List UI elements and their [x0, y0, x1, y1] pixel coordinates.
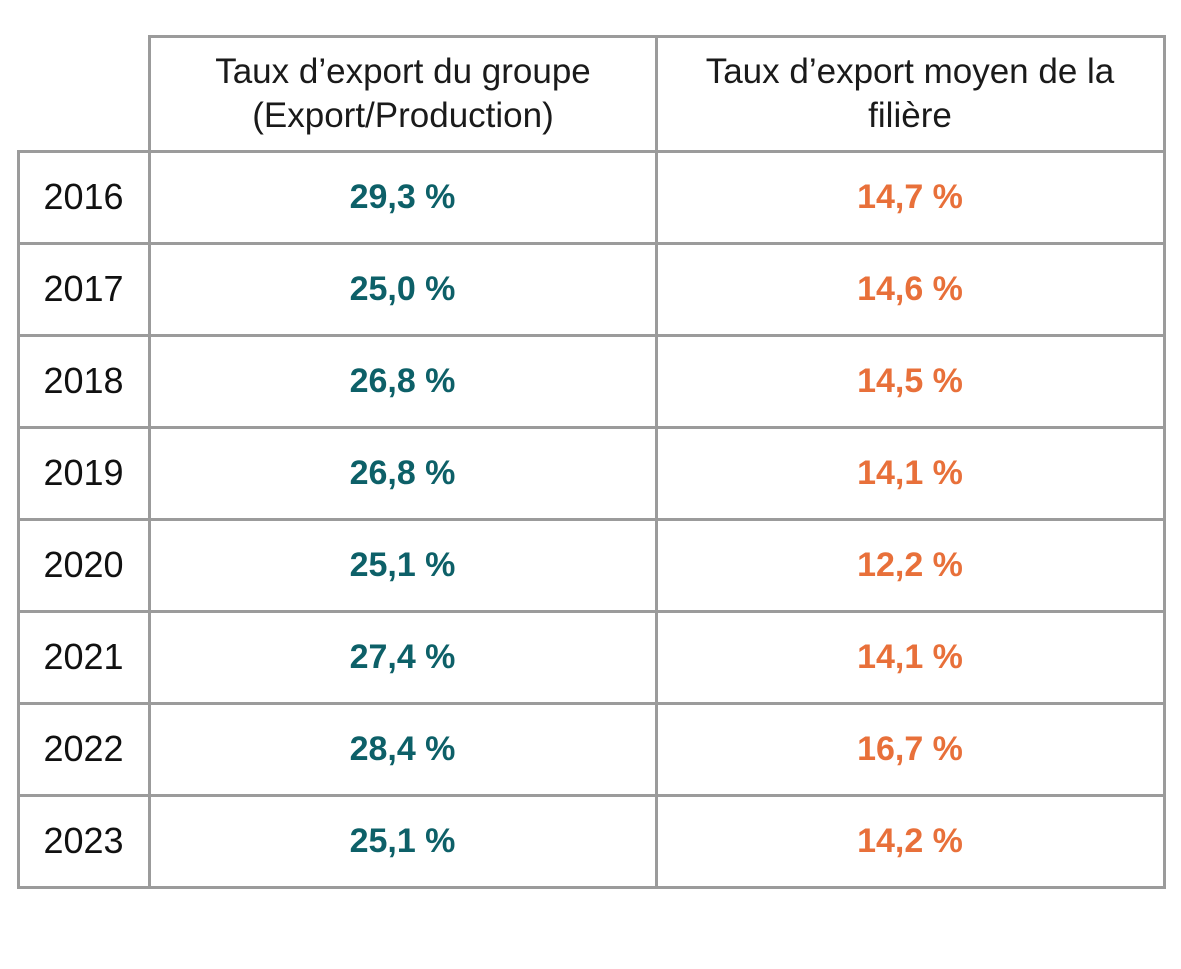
row-border [17, 794, 1166, 797]
row-year: 2017 [43, 268, 124, 309]
group-export-rate-value: 27,4 % [349, 637, 456, 676]
row-border [17, 242, 1166, 245]
row-border [17, 150, 1166, 153]
left-border [17, 150, 20, 889]
row-border [17, 702, 1166, 705]
row-border [17, 886, 1166, 889]
group-export-rate-value: 25,1 % [349, 545, 456, 584]
year-column-border [148, 35, 151, 889]
header-group-export-rate: Taux d’export du groupe (Export/Producti… [215, 52, 591, 135]
sector-export-rate-value: 14,7 % [857, 177, 963, 216]
sector-export-rate-value: 12,2 % [857, 545, 963, 584]
row-year: 2023 [43, 820, 124, 861]
row-border [17, 518, 1166, 521]
middle-column-border [655, 35, 658, 889]
sector-export-rate-value: 16,7 % [857, 729, 963, 768]
group-export-rate-value: 28,4 % [349, 729, 456, 768]
row-border [17, 426, 1166, 429]
row-year: 2016 [43, 176, 124, 217]
row-year: 2019 [43, 452, 124, 493]
row-border [17, 334, 1166, 337]
group-export-rate-value: 25,0 % [349, 269, 456, 308]
sector-export-rate-value: 14,6 % [857, 269, 963, 308]
header-sector-export-rate: Taux d’export moyen de la filière [705, 52, 1115, 135]
group-export-rate-value: 29,3 % [349, 177, 456, 216]
sector-export-rate-value: 14,1 % [857, 637, 963, 676]
group-export-rate-value: 26,8 % [349, 361, 456, 400]
group-export-rate-value: 26,8 % [349, 453, 456, 492]
row-year: 2021 [43, 636, 124, 677]
row-year: 2018 [43, 360, 124, 401]
group-export-rate-value: 25,1 % [349, 821, 456, 860]
row-border [17, 610, 1166, 613]
sector-export-rate-value: 14,5 % [857, 361, 963, 400]
row-year: 2022 [43, 728, 124, 769]
sector-export-rate-value: 14,2 % [857, 821, 963, 860]
row-year: 2020 [43, 544, 124, 585]
sector-export-rate-value: 14,1 % [857, 453, 963, 492]
right-border [1163, 35, 1166, 889]
